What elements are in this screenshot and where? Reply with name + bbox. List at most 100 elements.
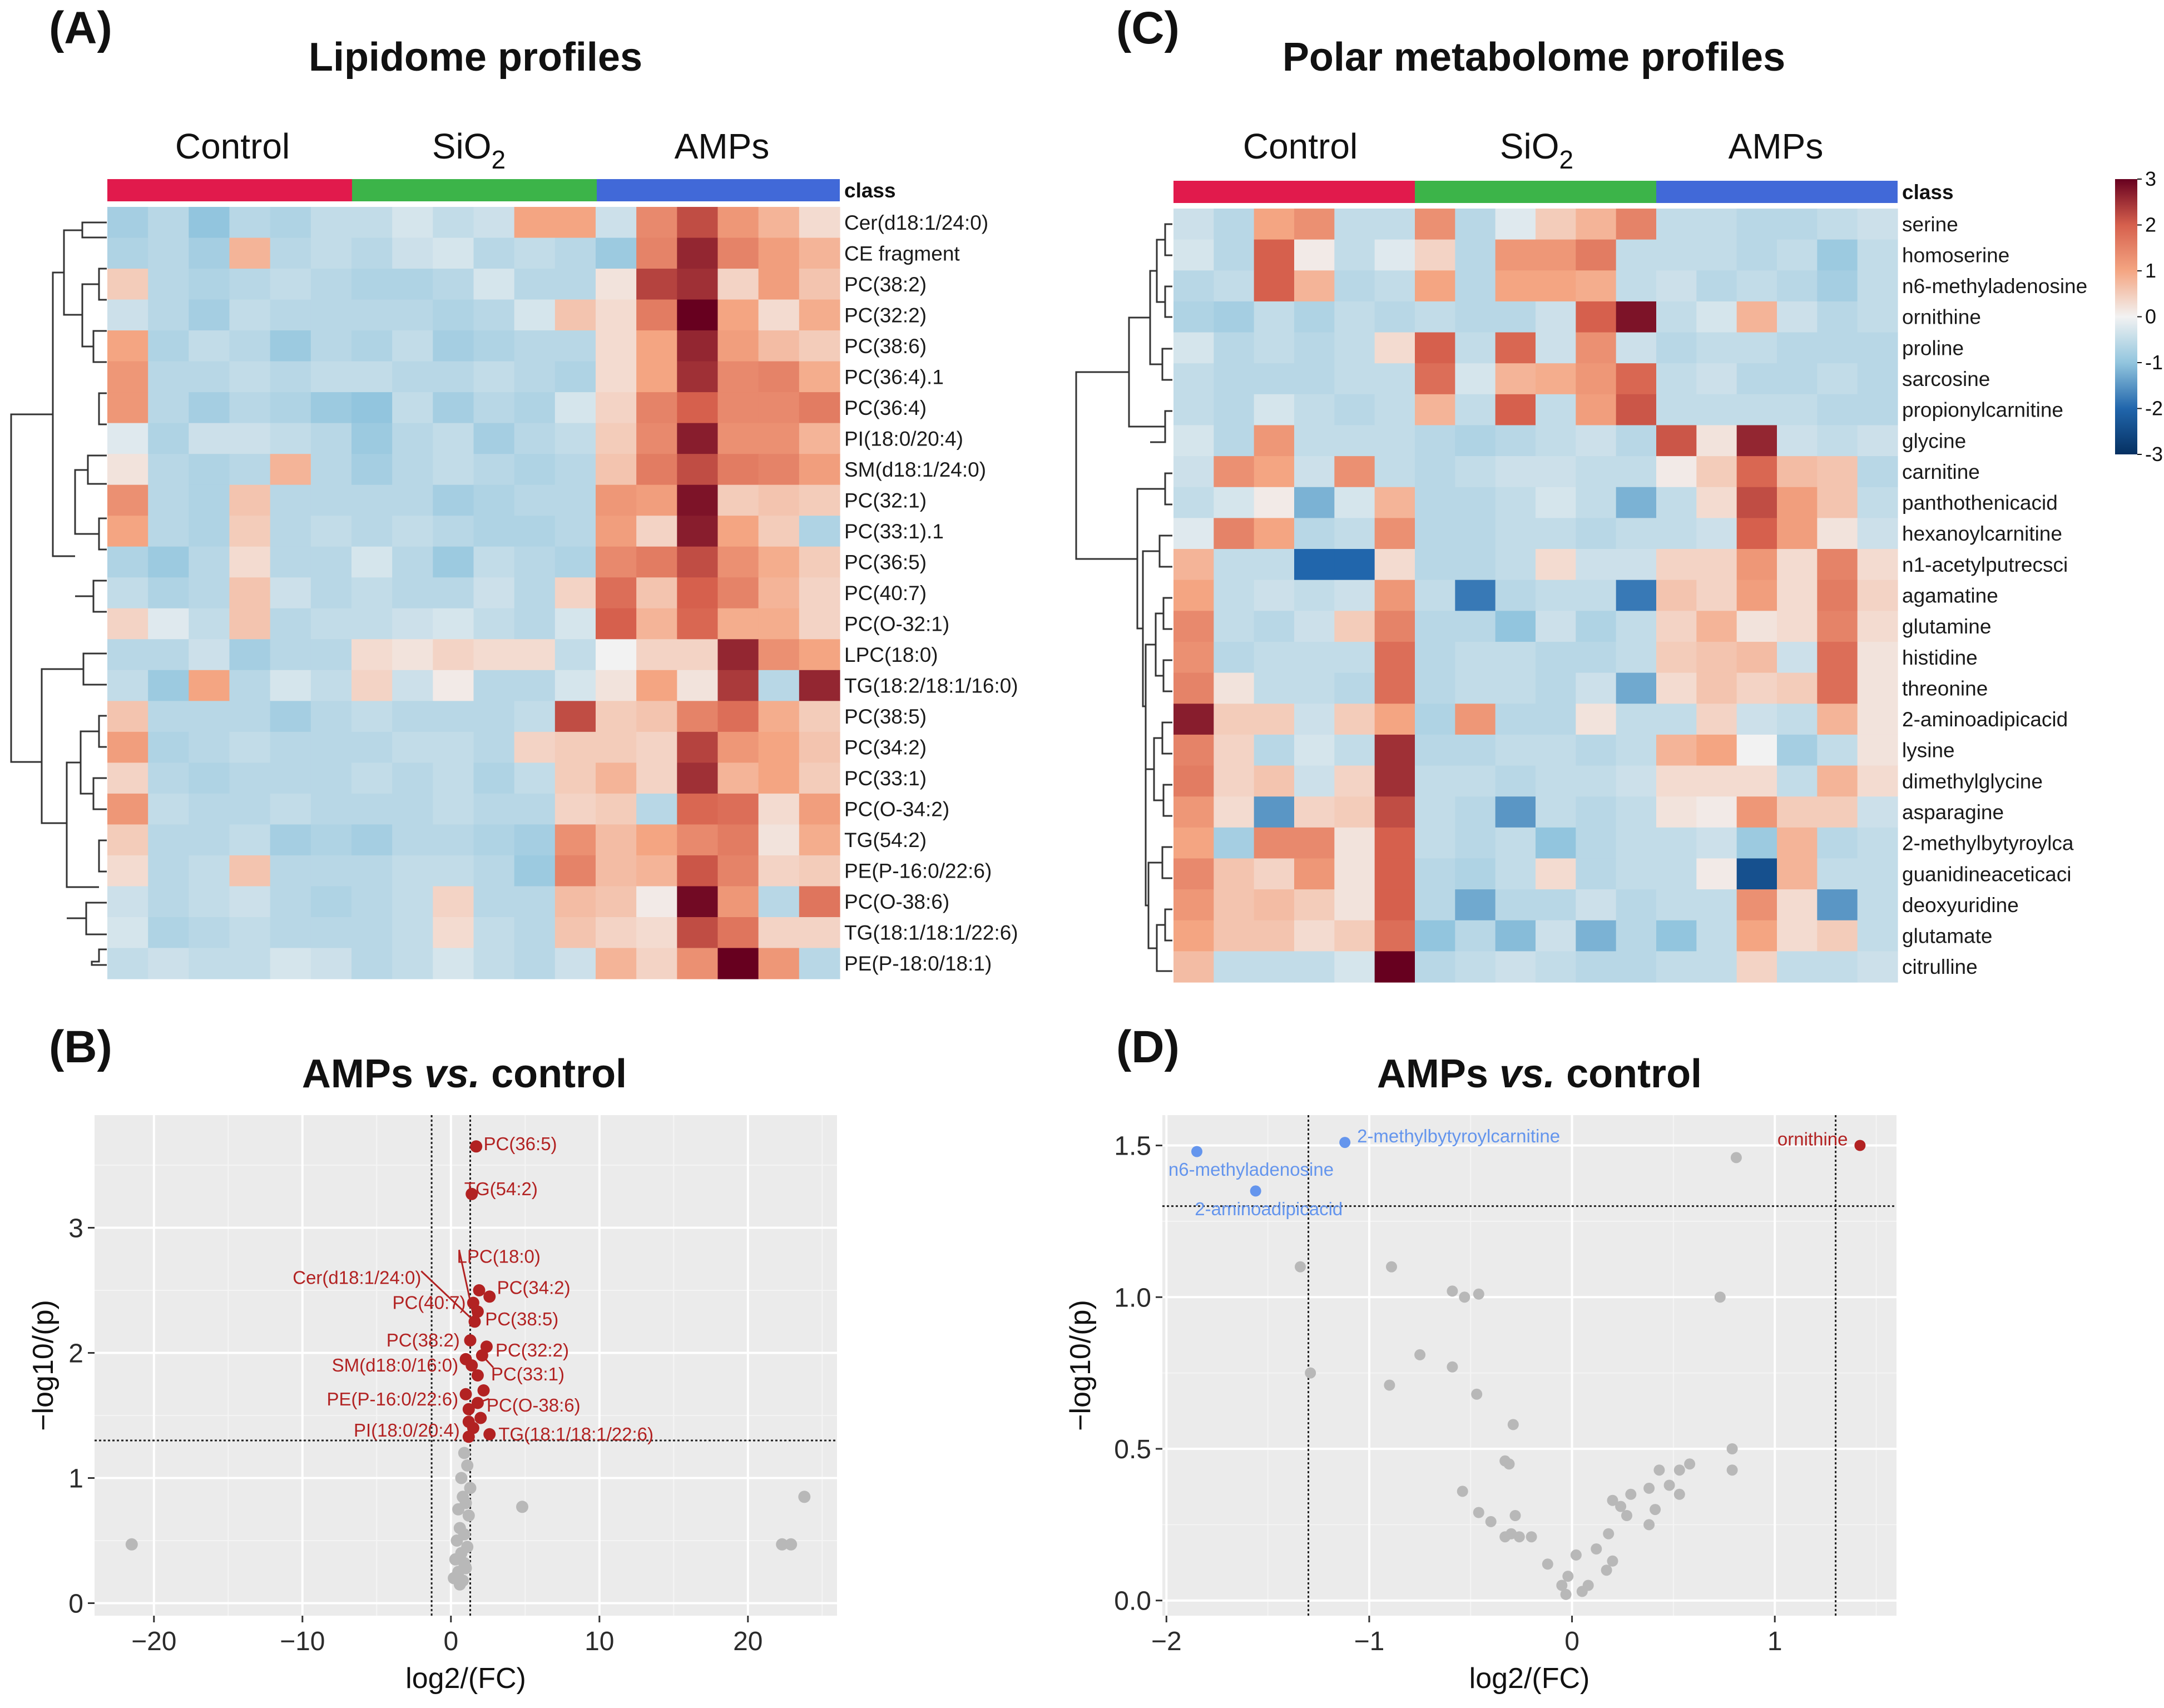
heatmap-a-cell <box>677 454 719 486</box>
heatmap-a-cell <box>554 670 596 701</box>
heatmap-c-cell <box>1696 239 1737 271</box>
heatmap-c-cell <box>1536 363 1576 395</box>
heatmap-c-cell <box>1495 518 1536 549</box>
legend-tick-label: -2 <box>2145 397 2163 420</box>
heatmap-a-cell <box>270 361 311 393</box>
heatmap-c-cell <box>1696 765 1737 797</box>
x-tick-label: 20 <box>733 1627 762 1656</box>
heatmap-a-cell <box>677 793 719 825</box>
heatmap-a-cell <box>310 484 352 516</box>
heatmap-a-cell <box>717 237 759 269</box>
heatmap-c-cell <box>1576 765 1617 797</box>
heatmap-a-cell <box>107 484 148 516</box>
heatmap-c-cell <box>1334 549 1375 581</box>
heatmap-c-cell <box>1736 456 1777 488</box>
point-ns <box>1526 1531 1537 1543</box>
heatmap-a-cell <box>148 886 189 918</box>
heatmap-c-cell <box>1696 734 1737 766</box>
heatmap-a-cell <box>433 793 474 825</box>
point-label: Cer(d18:1/24:0) <box>293 1268 421 1288</box>
heatmap-c-row-label: threonine <box>1902 677 1988 700</box>
heatmap-c-cell <box>1777 704 1818 735</box>
heatmap-a-cell <box>554 269 596 300</box>
heatmap-c-cell <box>1214 734 1255 766</box>
heatmap-c-cell <box>1173 796 1214 828</box>
heatmap-c-cell <box>1736 611 1777 642</box>
heatmap-a-cell <box>351 731 393 763</box>
x-tick-label: 1 <box>1767 1627 1782 1656</box>
heatmap-a-cell <box>433 269 474 300</box>
heatmap-c-cell <box>1616 858 1657 890</box>
heatmap-c-cell <box>1616 611 1657 642</box>
heatmap-c-cell <box>1616 580 1657 611</box>
heatmap-c-cell <box>1214 270 1255 302</box>
heatmap-c-cell <box>1736 394 1777 426</box>
heatmap-c-cell <box>1214 301 1255 333</box>
heatmap-c-cell <box>1736 209 1777 240</box>
heatmap-a-cell <box>229 330 271 362</box>
heatmap-a-cell <box>473 824 515 856</box>
heatmap-c-cell <box>1334 425 1375 457</box>
heatmap-c-cell <box>1656 672 1697 704</box>
heatmap-c-cell <box>1656 889 1697 921</box>
heatmap-c-cell <box>1415 549 1455 581</box>
heatmap-a-cell <box>229 484 271 516</box>
point-label: PC(34:2) <box>497 1278 571 1298</box>
heatmap-a-cell <box>229 670 271 701</box>
heatmap-a-cell <box>554 608 596 640</box>
heatmap-a-cell <box>473 330 515 362</box>
heatmap-c-cell <box>1214 765 1255 797</box>
heatmap-a-cell <box>351 269 393 300</box>
heatmap-a-cell <box>107 269 148 300</box>
heatmap-a-cell <box>433 516 474 547</box>
legend-color-bar <box>2115 179 2137 454</box>
heatmap-c-cell <box>1415 672 1455 704</box>
heatmap-c-cell <box>1817 641 1858 674</box>
point-label: PC(33:1) <box>491 1364 564 1384</box>
heatmap-a-cell <box>636 423 677 454</box>
heatmap-a-cell <box>107 731 148 763</box>
point-up <box>474 1412 487 1424</box>
heatmap-c-cell <box>1777 549 1818 581</box>
heatmap-a-cell <box>799 423 840 454</box>
heatmap-a-cell <box>270 886 311 918</box>
heatmap-a-cell <box>596 793 637 825</box>
point-up <box>471 1369 484 1382</box>
heatmap-a-cell <box>758 454 800 486</box>
heatmap-a-cell <box>717 330 759 362</box>
heatmap-a-cell <box>189 670 230 701</box>
heatmap-a-cell <box>351 793 393 825</box>
heatmap-a-row-label: PC(38:2) <box>844 273 927 296</box>
point-label: LPC(18:0) <box>457 1246 541 1266</box>
point-label: PC(36:5) <box>484 1133 557 1154</box>
heatmap-c-cell <box>1736 889 1777 921</box>
heatmap-c-cell <box>1696 209 1737 240</box>
heatmap-a-cell <box>596 392 637 424</box>
heatmap-a-row-label: PC(33:1) <box>844 767 927 790</box>
heatmap-a-class-label: class <box>844 179 896 202</box>
heatmap-c-cell <box>1817 456 1858 488</box>
heatmap-c-cell <box>1777 580 1818 611</box>
heatmap-c-cell <box>1857 672 1898 704</box>
heatmap-c-cell <box>1736 270 1777 302</box>
heatmap-a-cell <box>351 670 393 701</box>
heatmap-c-cell <box>1173 456 1214 488</box>
heatmap-c-cell <box>1214 487 1255 518</box>
heatmap-c-cell <box>1536 858 1576 890</box>
heatmap-a-cell <box>229 608 271 640</box>
heatmap-a-cell <box>473 639 515 671</box>
heatmap-a-cell <box>270 423 311 454</box>
heatmap-a-cell <box>392 948 433 979</box>
heatmap-c-cell <box>1294 209 1335 240</box>
heatmap-a-cell <box>392 207 433 239</box>
heatmap-a-cell <box>677 516 719 547</box>
heatmap-c-cell <box>1173 580 1214 611</box>
heatmap-c-cell <box>1214 363 1255 395</box>
heatmap-a-cell <box>473 731 515 763</box>
heatmap-a-cell <box>433 361 474 393</box>
volcano-b-plot: −20 −10 0 10 20 0 1 2 3 log2/(FC) −log10/(p) PC(36:… <box>27 1115 837 1695</box>
heatmap-a-cell <box>229 793 271 825</box>
heatmap-a-cell <box>310 330 352 362</box>
heatmap-c-cell <box>1536 456 1576 488</box>
heatmap-c-cell <box>1294 889 1335 921</box>
